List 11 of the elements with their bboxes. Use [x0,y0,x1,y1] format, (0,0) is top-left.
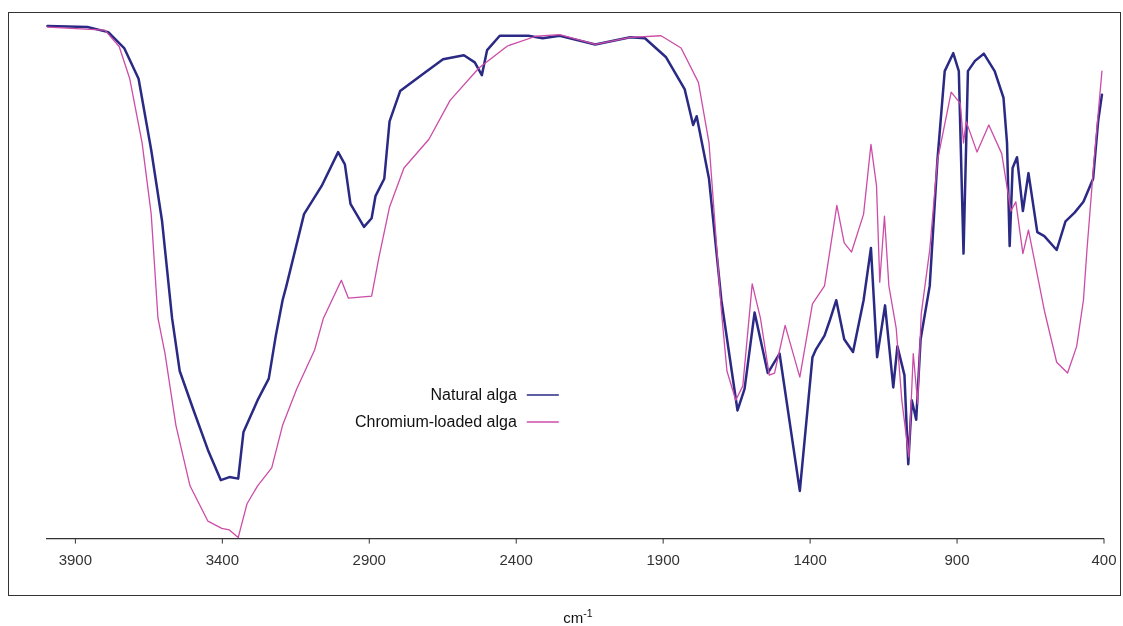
x-tick-label: 3400 [205,550,240,568]
x-axis-title: cm$^{-1}$ [563,607,593,626]
x-tick-label: 3900 [58,550,93,568]
x-tick-label: 1900 [646,550,680,568]
x-tick-label: 400 [1091,550,1117,568]
legend-label: Chromium-loaded alga [354,413,517,431]
legend-label: Natural alga [430,386,517,404]
x-tick-label: 2900 [352,550,386,568]
x-tick-label: 900 [944,550,970,568]
x-tick-label: 2400 [499,550,533,568]
x-tick-label: 1400 [793,550,827,568]
